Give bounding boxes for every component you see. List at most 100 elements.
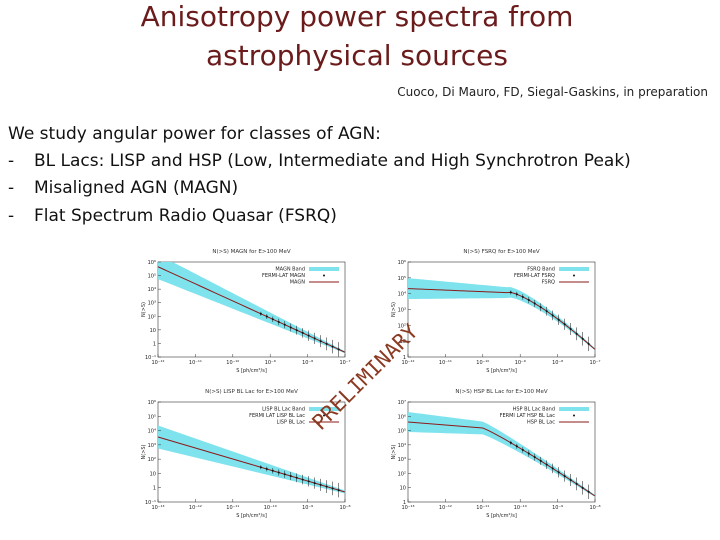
legend-entry: FERMI LAT LISP BL Lac: [249, 413, 305, 419]
legend-entry: MAGN: [290, 280, 306, 286]
y-tick-label: 10⁴: [398, 292, 406, 298]
y-tick-label: 10⁶: [148, 400, 156, 406]
uncertainty-band: [408, 412, 595, 497]
plot-frame: [157, 261, 346, 358]
y-tick-label: 10⁶: [398, 414, 406, 420]
y-axis-label: N(>S): [391, 444, 397, 459]
y-axis-label: N(>S): [391, 302, 397, 317]
y-tick-label: 10³: [398, 308, 406, 314]
citation: Cuoco, Di Mauro, FD, Siegal-Gaskins, in …: [397, 85, 708, 99]
y-tick-label: 1: [153, 486, 156, 492]
legend-entry: FSRQ: [542, 280, 555, 286]
x-tick-label: 10⁻⁷: [589, 360, 600, 366]
title-line: astrophysical sources: [206, 39, 508, 72]
y-tick-label: 1: [403, 500, 406, 506]
x-tick-label: 10⁻¹¹: [226, 505, 239, 511]
title-line: Anisotropy power spectra from: [141, 0, 574, 33]
x-tick-label: 10⁻¹⁰: [226, 360, 239, 366]
x-axis-label: S [ph/cm²/s]: [486, 368, 517, 374]
y-tick-label: 10⁷: [398, 400, 406, 406]
legend-entry: FERMI-LAT FSRQ: [514, 273, 555, 279]
legend-entry: FERMI LAT HSP BL Lac: [500, 413, 556, 419]
x-tick-label: 10⁻¹¹: [476, 505, 489, 511]
uncertainty-band: [408, 278, 595, 351]
y-tick-label: 10⁴: [148, 287, 156, 293]
x-axis-label: S [ph/cm²/s]: [486, 513, 517, 519]
x-axis-label: S [ph/cm²/s]: [236, 513, 267, 519]
intro: We study angular power for classes of AG…: [8, 124, 381, 144]
panel-title: N(>S) HSP BL Lac for E>100 MeV: [455, 389, 548, 395]
y-tick-label: 10: [150, 471, 156, 477]
x-tick-label: 10⁻¹³: [401, 505, 414, 511]
y-tick-label: 10⁵: [398, 276, 406, 282]
bullet-dash: -: [8, 151, 14, 171]
y-tick-label: 10⁵: [148, 274, 156, 280]
x-tick-label: 10⁻¹⁰: [514, 505, 527, 511]
x-tick-label: 10⁻⁸: [589, 505, 600, 511]
y-tick-label: 10⁶: [148, 260, 156, 266]
panel-title: N(>S) LISP BL Lac for E>100 MeV: [205, 389, 298, 395]
x-tick-label: 10⁻¹²: [151, 360, 164, 366]
y-tick-label: 10⁻¹: [145, 500, 156, 506]
model-line: [407, 288, 596, 350]
x-tick-label: 10⁻¹¹: [439, 360, 452, 366]
legend-swatch: [559, 267, 589, 271]
x-tick-label: 10⁻⁸: [302, 360, 313, 366]
legend-swatch: [323, 414, 325, 417]
y-tick-label: 1: [153, 341, 156, 347]
y-tick-label: 10²: [398, 323, 406, 329]
legend-swatch: [309, 407, 339, 411]
legend-entry: LISP BL Lac Band: [262, 407, 305, 413]
uncertainty-band: [158, 425, 345, 494]
bullet-text: Misaligned AGN (MAGN): [34, 178, 238, 198]
bullet-dash: -: [8, 178, 14, 198]
y-tick-label: 10³: [148, 443, 156, 449]
legend-entry: FSRQ Band: [527, 267, 555, 273]
model-line: [407, 421, 596, 497]
x-tick-label: 10⁻¹²: [439, 505, 452, 511]
y-tick-label: 10²: [148, 314, 156, 320]
y-tick-label: 10⁻¹: [145, 355, 156, 361]
y-tick-label: 10²: [398, 471, 406, 477]
x-tick-label: 10⁻⁹: [265, 360, 276, 366]
x-axis-label: S [ph/cm²/s]: [236, 368, 267, 374]
legend-entry: LISP BL Lac: [277, 420, 306, 426]
y-tick-label: 1: [403, 355, 406, 361]
panel-title: N(>S) MAGN for E>100 MeV: [212, 249, 291, 255]
legend-swatch: [573, 414, 575, 417]
legend-swatch: [309, 267, 339, 271]
y-axis-label: N(>S): [141, 444, 147, 459]
y-tick-label: 10⁶: [398, 260, 406, 266]
x-tick-label: 10⁻⁹: [515, 360, 526, 366]
legend-swatch: [559, 407, 589, 411]
legend-entry: MAGN Band: [275, 267, 305, 273]
x-tick-label: 10⁻¹²: [401, 360, 414, 366]
legend-entry: HSP BL Lac Band: [513, 407, 555, 413]
y-tick-label: 10⁴: [398, 443, 406, 449]
panels: N(>S) MAGN for E>100 MeV 10⁻¹² 10⁻¹¹ 10⁻¹⁰ 1…: [141, 249, 601, 519]
y-tick-label: 10: [400, 486, 406, 492]
x-tick-label: 10⁻¹⁰: [476, 360, 489, 366]
bullet-text: BL Lacs: LISP and HSP (Low, Intermediate…: [34, 151, 631, 171]
x-tick-label: 10⁻⁹: [302, 505, 313, 511]
panel-title: N(>S) FSRQ for E>100 MeV: [463, 249, 539, 255]
legend-swatch: [323, 274, 325, 277]
y-tick-label: 10³: [398, 457, 406, 463]
x-tick-label: 10⁻¹³: [151, 505, 164, 511]
legend-entry: FERMI-LAT MAGN: [262, 273, 305, 279]
legend-entry: HSP BL Lac: [527, 420, 555, 426]
x-tick-label: 10⁻⁷: [339, 360, 350, 366]
x-tick-label: 10⁻⁸: [552, 360, 563, 366]
x-tick-label: 10⁻¹¹: [189, 360, 202, 366]
bullet-text: Flat Spectrum Radio Quasar (FSRQ): [34, 206, 337, 226]
y-tick-label: 10: [400, 339, 406, 345]
y-tick-label: 10⁵: [148, 414, 156, 420]
plot-frame: [157, 401, 346, 503]
x-tick-label: 10⁻¹⁰: [264, 505, 277, 511]
x-tick-label: 10⁻⁹: [552, 505, 563, 511]
legend-swatch: [573, 274, 575, 277]
y-axis-label: N(>S): [141, 302, 147, 317]
y-tick-label: 10⁴: [148, 429, 156, 435]
